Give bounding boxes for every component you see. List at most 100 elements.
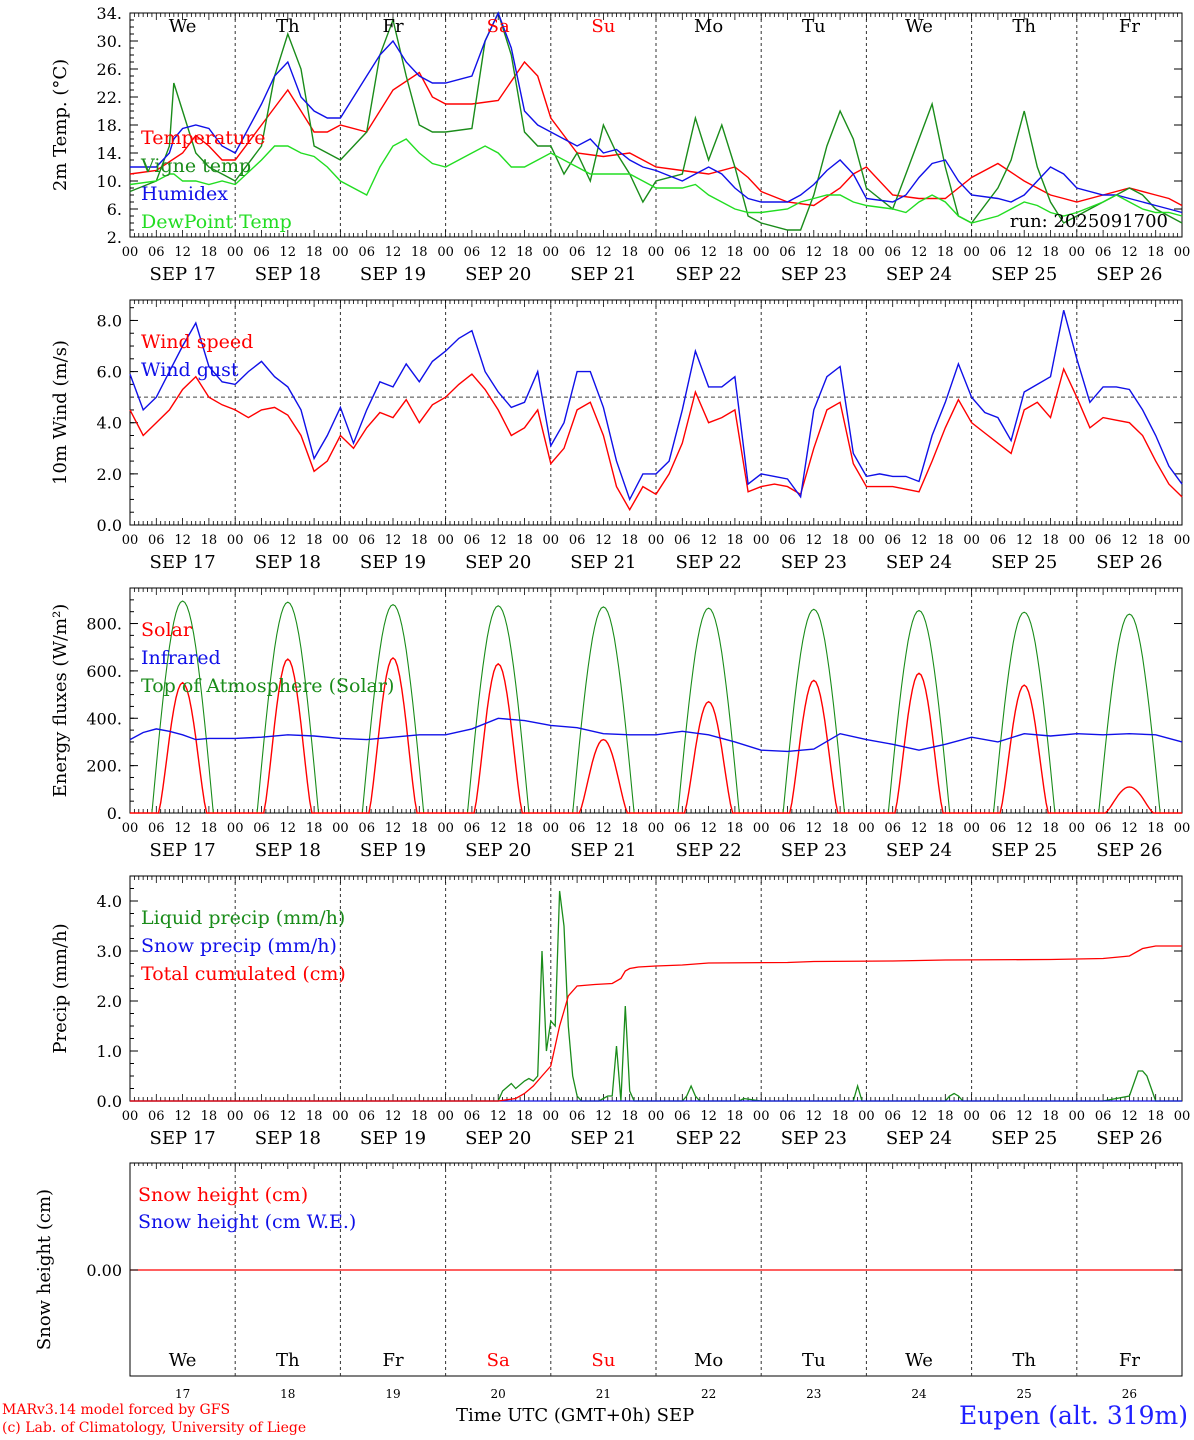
- hour-tick-label: 18: [832, 1109, 849, 1124]
- hour-tick-label: 06: [464, 245, 481, 260]
- hour-tick-label: 12: [280, 533, 297, 548]
- hour-tick-label: 00: [122, 533, 139, 548]
- date-label: SEP 20: [465, 264, 531, 285]
- solar-line: [130, 656, 1182, 814]
- hour-tick-label: 06: [1095, 821, 1112, 836]
- hour-tick-label: 06: [569, 245, 586, 260]
- day-name-label: We: [169, 1350, 197, 1371]
- hour-tick-label: 18: [1147, 821, 1164, 836]
- run-annotation: run: 2025091700: [1010, 211, 1168, 232]
- legend-entry: Solar: [141, 619, 193, 641]
- day-name-label: Fr: [382, 1350, 403, 1371]
- hour-tick-label: 00: [753, 533, 770, 548]
- y-tick-label: 200.: [86, 757, 122, 776]
- hour-tick-label: 06: [358, 533, 375, 548]
- hour-tick-label: 06: [464, 821, 481, 836]
- hour-tick-label: 12: [174, 821, 191, 836]
- hour-tick-label: 18: [411, 1109, 428, 1124]
- hour-tick-label: 12: [595, 821, 612, 836]
- hour-tick-label: 18: [516, 1109, 533, 1124]
- hour-tick-label: 18: [306, 245, 323, 260]
- date-label: SEP 23: [781, 264, 847, 285]
- hour-tick-label: 00: [437, 821, 454, 836]
- y-axis-label: Precip (mm/h): [50, 923, 71, 1053]
- hour-tick-label: 12: [911, 821, 928, 836]
- hour-tick-label: 06: [358, 1109, 375, 1124]
- series-line-1: [129, 366, 1183, 512]
- hour-tick-label: 00: [1174, 245, 1191, 260]
- hour-tick-label: 06: [569, 533, 586, 548]
- hour-tick-label: 00: [1069, 245, 1086, 260]
- hour-tick-label: 12: [806, 821, 823, 836]
- date-label: SEP 18: [255, 1128, 321, 1149]
- y-tick-label: 3.0: [97, 942, 122, 961]
- hour-tick-label: 06: [464, 1109, 481, 1124]
- plot-frame: [129, 299, 1183, 526]
- hour-tick-label: 18: [306, 1109, 323, 1124]
- hour-tick-label: 06: [990, 821, 1007, 836]
- series-line-2: [129, 11, 1183, 231]
- y-tick-label: 0.0: [97, 1092, 122, 1111]
- hour-tick-label: 12: [280, 821, 297, 836]
- hour-tick-label: 00: [963, 821, 980, 836]
- day-number-label: 22: [701, 1387, 716, 1401]
- date-label: SEP 20: [465, 1128, 531, 1149]
- hour-tick-label: 00: [753, 821, 770, 836]
- date-label: SEP 22: [675, 840, 741, 861]
- date-label: SEP 26: [1096, 840, 1162, 861]
- station-name: Eupen (alt. 319m): [959, 1401, 1188, 1430]
- hour-tick-label: 06: [990, 1109, 1007, 1124]
- hour-tick-label: 12: [385, 821, 402, 836]
- hour-tick-label: 18: [1042, 1109, 1059, 1124]
- date-label: SEP 19: [360, 264, 426, 285]
- day-name-label: We: [905, 1350, 933, 1371]
- legend-entry: Wind speed: [141, 331, 253, 353]
- day-name-label: Fr: [382, 16, 403, 37]
- date-label: SEP 21: [570, 1128, 636, 1149]
- hour-tick-label: 12: [1016, 245, 1033, 260]
- hour-tick-label: 12: [174, 533, 191, 548]
- hour-tick-label: 18: [621, 1109, 638, 1124]
- date-label: SEP 18: [255, 552, 321, 573]
- panel-2: 00 06 12 18 00 06 12 18 00 06 12 18 00 06 12 18 00 06 12 18…: [50, 299, 1190, 573]
- hour-tick-label: 12: [1121, 821, 1138, 836]
- y-tick-label: 34.: [97, 4, 122, 23]
- hour-tick-label: 06: [884, 821, 901, 836]
- hour-tick-label: 00: [122, 821, 139, 836]
- hour-tick-label: 00: [858, 245, 875, 260]
- hour-tick-label: 18: [727, 1109, 744, 1124]
- hour-tick-label: 18: [937, 245, 954, 260]
- hour-tick-label: 06: [990, 533, 1007, 548]
- hour-tick-label: 06: [779, 533, 796, 548]
- date-label: SEP 22: [675, 264, 741, 285]
- hour-tick-label: 18: [411, 533, 428, 548]
- hour-tick-label: 18: [1147, 1109, 1164, 1124]
- date-label: SEP 18: [255, 840, 321, 861]
- hour-tick-label: 12: [700, 245, 717, 260]
- hour-tick-label: 12: [806, 245, 823, 260]
- hour-tick-label: 18: [306, 821, 323, 836]
- legend-entry: Top of Atmosphere (Solar): [141, 675, 394, 697]
- hour-tick-label: 06: [990, 245, 1007, 260]
- hour-tick-label: 18: [727, 533, 744, 548]
- hour-tick-label: 12: [490, 245, 507, 260]
- date-label: SEP 25: [991, 1128, 1057, 1149]
- y-tick-label: 600.: [86, 662, 122, 681]
- hour-tick-label: 00: [1069, 1109, 1086, 1124]
- day-number-label: 23: [806, 1387, 821, 1401]
- date-label: SEP 17: [149, 840, 215, 861]
- legend-entry: Snow precip (mm/h): [141, 935, 337, 957]
- hour-tick-label: 18: [937, 533, 954, 548]
- hour-tick-label: 00: [963, 1109, 980, 1124]
- day-name-label: Th: [276, 16, 300, 37]
- date-label: SEP 23: [781, 840, 847, 861]
- day-number-label: 19: [385, 1387, 400, 1401]
- hour-tick-label: 18: [201, 1109, 218, 1124]
- y-tick-label: 22.: [97, 88, 122, 107]
- infrared-line: [129, 717, 1183, 753]
- hour-tick-label: 06: [358, 821, 375, 836]
- hour-tick-label: 18: [621, 245, 638, 260]
- hour-tick-label: 12: [174, 245, 191, 260]
- y-tick-label: 2.0: [97, 465, 122, 484]
- date-label: SEP 22: [675, 552, 741, 573]
